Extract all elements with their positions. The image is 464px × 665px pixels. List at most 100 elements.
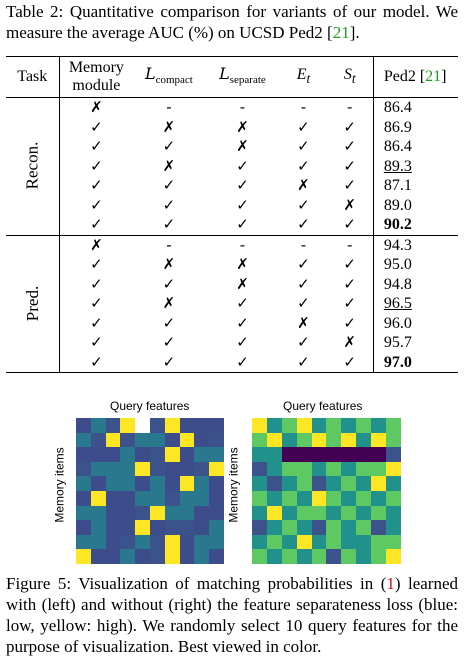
cell-s: - (346, 235, 353, 254)
heatmap-cell (341, 505, 357, 521)
left-heatmap-title: Query features (110, 399, 190, 413)
cell-ped2-auc: 97.0 (372, 352, 458, 373)
cell-e: ✓ (297, 215, 310, 234)
heatmap-cell (105, 520, 121, 535)
cell-ped2-auc: 90.2 (372, 215, 458, 235)
header-ped2: Ped2 [21] (372, 56, 458, 98)
header-loss-separate: Lseparate (219, 63, 266, 87)
heatmap-cell (135, 447, 150, 462)
heatmap-cell (356, 505, 372, 521)
heatmap-cell (386, 447, 401, 462)
heatmap-cell (341, 520, 357, 535)
heatmap-cell (281, 549, 297, 564)
heatmap-cell (386, 418, 401, 433)
citation-link[interactable]: 21 (425, 68, 442, 85)
heatmap-cell (326, 476, 342, 491)
heatmap-cell (209, 505, 224, 521)
heatmap-cell (356, 418, 372, 433)
heatmap-cell (252, 520, 267, 535)
heatmap-cell (296, 520, 312, 535)
heatmap-cell (252, 418, 267, 433)
cell-separate: ✗ (236, 255, 249, 274)
cell-compact: ✓ (162, 333, 176, 352)
right-heatmap (252, 418, 401, 564)
heatmap-cell (179, 432, 195, 448)
table-row: ✓ ✓ ✗ ✓ ✓ 94.8 (6, 274, 458, 294)
cell-ped2-auc: 86.4 (372, 137, 458, 157)
heatmap-cell (341, 549, 357, 564)
table-row: ✓ ✓ ✓ ✓ ✓ 97.0 (6, 352, 458, 373)
cell-ped2-auc: 96.0 (372, 313, 458, 333)
heatmap-cell (371, 447, 387, 462)
heatmap-cell (266, 549, 282, 564)
heatmap-cell (296, 447, 312, 462)
heatmap-cell (326, 549, 342, 564)
heatmap-cell (371, 461, 387, 477)
citation-link[interactable]: 21 (332, 23, 350, 42)
heatmap-cell (266, 491, 282, 506)
heatmap-cell (76, 432, 91, 448)
heatmap-cell (76, 491, 91, 506)
cell-memory: ✓ (90, 156, 103, 175)
heatmap-cell (356, 461, 372, 477)
heatmap-cell (90, 432, 106, 448)
heatmap-cell (164, 520, 180, 535)
heatmap-cell (90, 447, 106, 462)
heatmap-cell (135, 491, 150, 506)
table-row: ✓ ✗ ✗ ✓ ✓ 95.0 (6, 255, 458, 275)
heatmap-cell (194, 447, 210, 462)
cell-ped2-auc: 89.3 (372, 156, 458, 176)
heatmap-cell (266, 505, 282, 521)
cell-e: - (300, 235, 307, 254)
heatmap-cell (90, 505, 106, 521)
cell-compact: ✓ (162, 195, 176, 214)
cell-s: ✓ (343, 255, 356, 274)
cell-memory: ✓ (90, 333, 103, 352)
heatmap-cell (194, 549, 210, 564)
heatmap-cell (164, 447, 180, 462)
heatmap-cell (296, 505, 312, 521)
cell-compact: ✗ (162, 156, 176, 175)
heatmap-cell (266, 461, 282, 477)
heatmap-cell (194, 418, 210, 433)
heatmap-cell (135, 549, 150, 564)
cell-s: ✓ (343, 176, 356, 195)
heatmap-cell (164, 418, 180, 433)
heatmap-cell (371, 549, 387, 564)
cell-memory: ✓ (90, 255, 103, 274)
heatmap-cell (120, 418, 136, 433)
cell-s: ✓ (343, 156, 356, 175)
figure-caption: Figure 5: Visualization of matching prob… (6, 574, 458, 656)
cell-memory: ✓ (90, 294, 103, 313)
heatmap-cell (296, 418, 312, 433)
heatmap-cell (326, 534, 342, 550)
left-heatmap (76, 418, 224, 564)
cell-s: ✗ (343, 333, 356, 352)
heatmap-cell (105, 505, 121, 521)
cell-ped2-auc: 86.4 (372, 97, 458, 118)
heatmap-cell (179, 418, 195, 433)
equation-ref-link[interactable]: 1 (386, 574, 395, 593)
cell-ped2-auc: 86.9 (372, 117, 458, 137)
heatmap-cell (281, 461, 297, 477)
cell-compact: ✓ (162, 215, 176, 234)
heatmap-cell (371, 418, 387, 433)
header-e-t: Et (296, 65, 311, 87)
header-memory-module: Memory module (68, 59, 124, 94)
cell-separate: ✓ (236, 215, 249, 234)
cell-separate: - (239, 98, 246, 117)
heatmap-cell (76, 549, 91, 564)
heatmap-cell (135, 461, 150, 477)
heatmap-cell (311, 534, 327, 550)
heatmap-cell (281, 432, 297, 448)
heatmap-cell (179, 447, 195, 462)
cell-e: ✓ (297, 333, 310, 352)
heatmap-cell (311, 447, 327, 462)
heatmap-cell (281, 534, 297, 550)
heatmap-cell (311, 432, 327, 448)
cell-e: ✗ (297, 313, 310, 332)
cell-ped2-auc: 95.0 (372, 255, 458, 275)
cell-s: ✓ (343, 215, 356, 234)
heatmap-cell (209, 418, 224, 433)
cell-ped2-auc: 89.0 (372, 195, 458, 215)
